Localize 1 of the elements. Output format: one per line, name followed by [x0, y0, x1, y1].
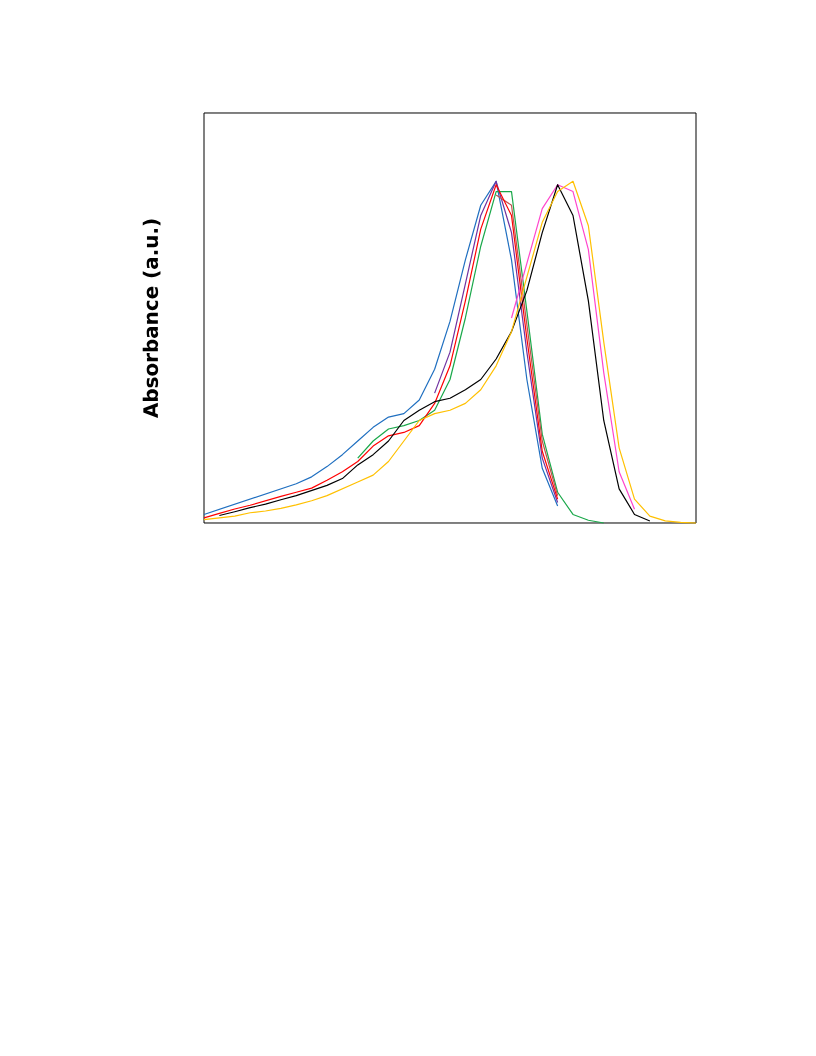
- y-axis-title: Absorbance (a.u.): [142, 219, 161, 418]
